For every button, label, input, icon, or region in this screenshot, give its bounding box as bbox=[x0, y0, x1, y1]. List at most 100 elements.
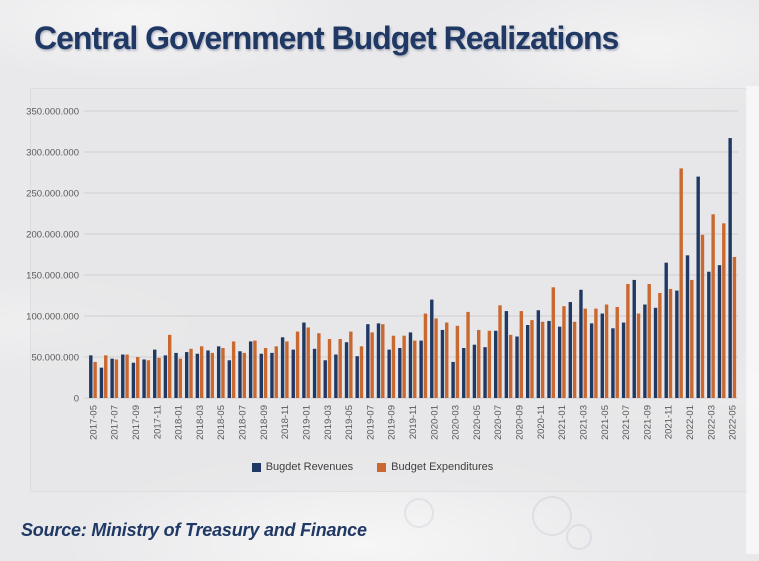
x-tick-label: 2017-09 bbox=[131, 405, 142, 440]
x-tick-label: 2022-05 bbox=[728, 405, 739, 440]
bar-revenues-2018-07 bbox=[238, 351, 242, 398]
x-tick-label: 2021-11 bbox=[664, 405, 675, 439]
bar-revenues-2021-06 bbox=[611, 328, 615, 398]
x-tick-label: 2021-07 bbox=[621, 405, 632, 440]
bar-revenues-2022-04 bbox=[717, 265, 722, 398]
bar-expenditures-2017-06 bbox=[104, 355, 108, 398]
x-tick-label: 2020-03 bbox=[451, 405, 462, 440]
bar-revenues-2017-05 bbox=[89, 355, 93, 398]
bar-expenditures-2021-03 bbox=[583, 308, 587, 398]
bar-revenues-2017-09 bbox=[131, 362, 136, 398]
bar-expenditures-2017-05 bbox=[93, 361, 97, 398]
bar-expenditures-2018-11 bbox=[285, 341, 289, 398]
bar-revenues-2021-01 bbox=[557, 326, 562, 398]
bar-expenditures-2020-02 bbox=[445, 322, 449, 398]
bar-expenditures-2019-08 bbox=[381, 324, 385, 398]
bar-expenditures-2022-04 bbox=[722, 223, 726, 398]
y-tick-label: 250.000.000 bbox=[26, 189, 79, 200]
bar-expenditures-2018-12 bbox=[295, 331, 300, 398]
bar-expenditures-2021-12 bbox=[679, 168, 683, 398]
bar-expenditures-2021-04 bbox=[594, 308, 598, 398]
bar-expenditures-2021-07 bbox=[626, 284, 630, 398]
background-strip bbox=[746, 86, 759, 554]
x-tick-label: 2019-09 bbox=[387, 405, 398, 440]
bar-revenues-2018-08 bbox=[248, 341, 253, 398]
bar-expenditures-2022-01 bbox=[690, 279, 694, 398]
bar-expenditures-2021-09 bbox=[647, 284, 651, 398]
bar-revenues-2020-09 bbox=[515, 336, 519, 398]
y-tick-label: 50.000.000 bbox=[31, 353, 79, 364]
x-tick-label: 2018-07 bbox=[238, 405, 249, 440]
x-tick-label: 2018-05 bbox=[216, 405, 227, 440]
bar-revenues-2020-06 bbox=[483, 347, 487, 398]
bar-expenditures-2019-06 bbox=[359, 346, 364, 398]
x-tick-label: 2017-07 bbox=[110, 405, 121, 440]
bar-expenditures-2019-12 bbox=[423, 313, 428, 398]
bar-expenditures-2020-04 bbox=[466, 311, 470, 398]
bar-expenditures-2019-01 bbox=[306, 327, 310, 398]
x-tick-label: 2019-01 bbox=[301, 405, 312, 440]
bar-revenues-2019-10 bbox=[398, 347, 402, 398]
bar-revenues-2021-10 bbox=[653, 307, 658, 398]
bar-expenditures-2019-07 bbox=[370, 332, 374, 398]
bar-revenues-2018-01 bbox=[174, 352, 178, 398]
bar-revenues-2018-09 bbox=[259, 353, 263, 398]
chart-title: Central Government Budget Realizations bbox=[34, 20, 619, 56]
bar-expenditures-2021-11 bbox=[668, 288, 673, 398]
bar-revenues-2019-09 bbox=[387, 349, 391, 398]
chart-legend: Bugdet Revenues Budget Expenditures bbox=[0, 461, 745, 473]
bar-expenditures-2019-03 bbox=[327, 338, 332, 398]
bar-revenues-2018-02 bbox=[185, 352, 189, 398]
bar-revenues-2017-10 bbox=[142, 359, 146, 398]
bar-expenditures-2021-05 bbox=[604, 304, 609, 398]
bar-revenues-2018-12 bbox=[291, 349, 295, 398]
bar-expenditures-2020-09 bbox=[519, 311, 524, 398]
bar-revenues-2019-12 bbox=[419, 340, 423, 398]
expenditures-swatch-icon bbox=[377, 462, 387, 472]
bar-revenues-2017-07 bbox=[110, 358, 114, 398]
revenues-swatch-icon bbox=[251, 462, 261, 472]
bar-expenditures-2020-10 bbox=[530, 320, 534, 398]
bar-revenues-2022-05 bbox=[728, 138, 732, 398]
bar-revenues-2020-11 bbox=[536, 310, 541, 398]
bar-expenditures-2020-12 bbox=[551, 287, 555, 398]
x-tick-label: 2018-09 bbox=[259, 405, 270, 440]
x-tick-label: 2020-05 bbox=[472, 405, 483, 440]
decorative-circle bbox=[566, 524, 592, 550]
bar-expenditures-2017-11 bbox=[157, 357, 161, 398]
bar-revenues-2018-03 bbox=[195, 353, 200, 398]
decorative-circle bbox=[404, 498, 434, 528]
bar-expenditures-2020-07 bbox=[498, 305, 502, 398]
bar-revenues-2021-04 bbox=[589, 323, 594, 398]
bar-chart: 0 50.000.000 100.000.000 150.000.000 200.000… bbox=[26, 107, 739, 440]
bar-revenues-2019-02 bbox=[312, 348, 317, 398]
bar-expenditures-2019-05 bbox=[349, 331, 353, 398]
y-tick-label: 350.000.000 bbox=[26, 107, 79, 118]
x-tick-label: 2020-07 bbox=[493, 405, 504, 440]
x-tick-label: 2017-11 bbox=[152, 405, 163, 439]
bar-expenditures-2017-12 bbox=[167, 334, 172, 398]
x-tick-label: 2022-01 bbox=[685, 405, 696, 440]
bar-expenditures-2019-11 bbox=[413, 340, 417, 398]
y-tick-label: 150.000.000 bbox=[26, 271, 79, 282]
bar-expenditures-2018-08 bbox=[253, 340, 257, 398]
bar-revenues-2020-02 bbox=[440, 329, 445, 398]
x-tick-label: 2020-09 bbox=[515, 405, 526, 440]
x-tick-label: 2018-03 bbox=[195, 405, 206, 440]
bar-expenditures-2018-03 bbox=[199, 346, 204, 398]
x-tick-label: 2021-09 bbox=[642, 405, 653, 440]
bar-revenues-2019-11 bbox=[408, 332, 413, 398]
bar-revenues-2021-03 bbox=[579, 289, 583, 398]
legend-item-expenditures: Budget Expenditures bbox=[377, 461, 493, 473]
bar-expenditures-2018-01 bbox=[178, 358, 183, 398]
bar-revenues-2021-09 bbox=[643, 304, 647, 398]
x-tick-label: 2020-01 bbox=[429, 405, 440, 440]
bar-revenues-2019-04 bbox=[334, 354, 338, 398]
bar-expenditures-2018-06 bbox=[231, 341, 236, 398]
bar-expenditures-2019-10 bbox=[402, 335, 406, 398]
bar-expenditures-2021-01 bbox=[562, 306, 566, 398]
bar-expenditures-2021-06 bbox=[615, 306, 619, 398]
bar-revenues-2021-02 bbox=[568, 302, 573, 398]
y-tick-label: 100.000.000 bbox=[26, 312, 79, 323]
x-tick-label: 2021-03 bbox=[579, 405, 590, 440]
